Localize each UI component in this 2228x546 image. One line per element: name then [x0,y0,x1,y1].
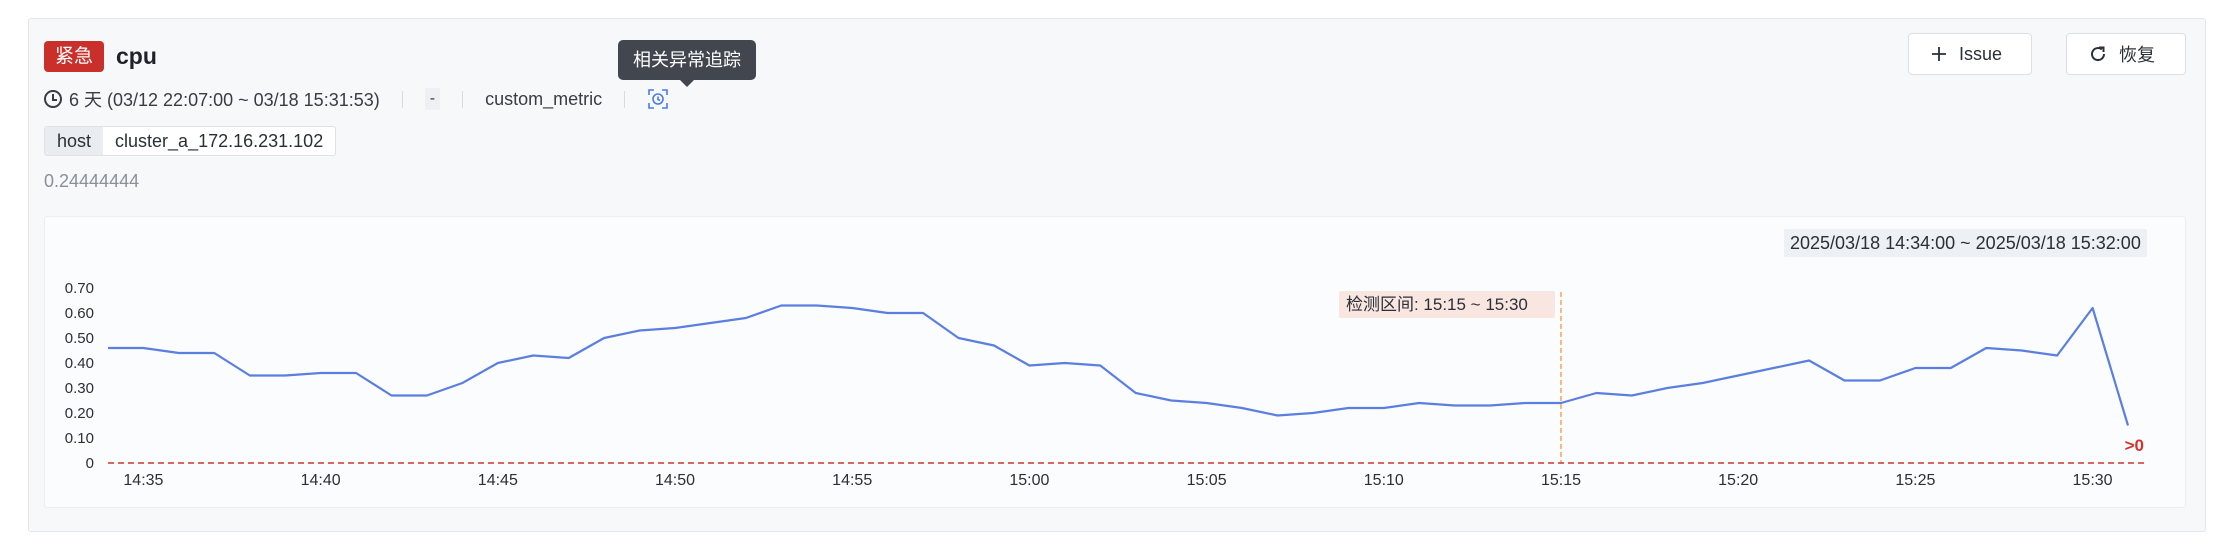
detect-label-bg [1338,291,1555,318]
time-range-label: 2025/03/18 14:34:00 ~ 2025/03/18 15:32:0… [1784,229,2147,257]
plus-icon [1932,47,1946,61]
x-axis: 14:35 14:40 14:45 14:50 14:55 15:00 15:05 15:10… [123,472,2112,489]
current-value: 0.24444444 [44,171,140,191]
y-tick-label: 0 [86,455,94,472]
alert-title: cpu [116,42,157,69]
y-tick-label: 0.10 [65,430,94,447]
alert-meta: 6 天 (03/12 22:07:00 ~ 03/18 15:31:53) - … [44,84,669,114]
restore-button[interactable]: 恢复 [2066,33,2186,75]
alert-header: 紧急 cpu [44,40,157,72]
y-tick-label: 0.20 [65,405,94,422]
threshold-label: >0 [2125,436,2144,455]
tag-key: host [45,127,104,155]
y-tick-label: 0.40 [65,355,94,372]
chart-panel [44,216,2186,508]
x-tick-label: 14:50 [655,472,695,489]
create-issue-button[interactable]: Issue [1908,33,2032,75]
severity-badge: 紧急 [44,40,105,72]
refresh-icon [2091,46,2106,62]
detect-range: 检测区间: 15:15 ~ 15:30 [1338,291,1562,463]
x-tick-label: 15:15 [1541,472,1581,489]
divider [624,90,626,108]
y-tick-label: 0.50 [65,330,94,347]
x-tick-label: 15:05 [1187,472,1227,489]
metric-name: custom_metric [485,88,603,109]
y-axis: 0 0.10 0.20 0.30 0.40 0.50 0.60 0.70 [65,280,94,472]
x-tick-label: 14:45 [478,472,518,489]
x-tick-label: 15:20 [1718,472,1758,489]
trace-tooltip: 相关异常追踪 [618,40,756,87]
detect-range-label: 检测区间: 15:15 ~ 15:30 [1346,295,1528,314]
x-tick-label: 15:25 [1895,472,1935,489]
host-tag: host cluster_a_172.16.231.102 [44,126,337,156]
issue-button-label: Issue [1959,43,2003,64]
x-tick-label: 14:40 [301,472,341,489]
cpu-line-chart: 0 0.10 0.20 0.30 0.40 0.50 0.60 0.70 14:35 14:40… [65,280,2148,489]
anomaly-trace-icon[interactable] [647,88,669,110]
x-tick-label: 15:00 [1009,472,1049,489]
x-tick-label: 15:30 [2073,472,2113,489]
x-tick-label: 14:35 [123,472,163,489]
y-tick-label: 0.30 [65,380,94,397]
y-tick-label: 0.60 [65,305,94,322]
x-tick-label: 15:10 [1364,472,1404,489]
x-tick-label: 14:55 [832,472,872,489]
threshold: >0 [108,436,2148,464]
cpu-series-line [108,304,2130,426]
series-group [108,304,2130,426]
divider [401,90,403,108]
tag-value: cluster_a_172.16.231.102 [115,131,324,151]
duration-text: 6 天 (03/12 22:07:00 ~ 03/18 15:31:53) [69,90,380,110]
divider [462,90,464,108]
y-tick-label: 0.70 [65,280,94,297]
restore-button-label: 恢复 [2119,45,2155,65]
dash-chip: - [424,88,441,110]
clock-icon [44,90,62,108]
